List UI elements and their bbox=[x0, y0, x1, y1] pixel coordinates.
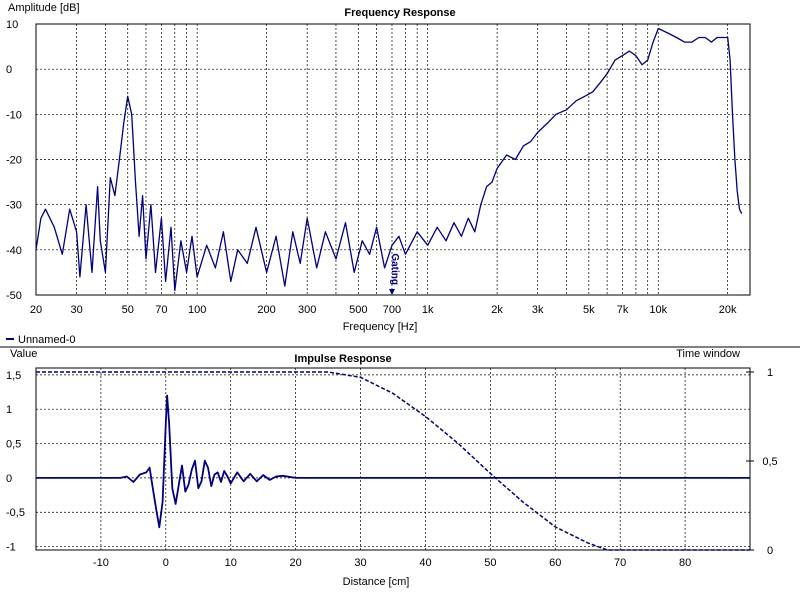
ir-ylabel: Value bbox=[10, 348, 37, 360]
ir-title: Impulse Response bbox=[294, 353, 391, 365]
ir-xtick-label: 0 bbox=[163, 557, 169, 569]
fr-ytick-label: -10 bbox=[6, 109, 22, 121]
fr-title: Frequency Response bbox=[344, 7, 455, 19]
ir-xtick-label: 60 bbox=[549, 557, 561, 569]
time-window-line bbox=[36, 371, 750, 551]
ir-xtick-label: 70 bbox=[614, 557, 626, 569]
gating-marker bbox=[388, 289, 395, 295]
impulse-series-line bbox=[36, 394, 750, 529]
fr-xtick-label: 2k bbox=[491, 304, 503, 316]
fr-xtick-label: 30 bbox=[70, 304, 82, 316]
fr-xtick-label: 200 bbox=[257, 304, 275, 316]
ir-xtick-label: 30 bbox=[354, 557, 366, 569]
fr-xtick-label: 20k bbox=[719, 304, 737, 316]
fr-xtick-label: 300 bbox=[298, 304, 316, 316]
fr-xtick-label: 10k bbox=[649, 304, 667, 316]
ir-y2tick-label: 0 bbox=[767, 545, 773, 557]
fr-series-line bbox=[35, 27, 743, 292]
fr-xtick-label: 100 bbox=[188, 304, 206, 316]
ir-y2label: Time window bbox=[676, 348, 740, 360]
fr-ytick-label: -20 bbox=[6, 155, 22, 167]
fr-ytick-label: 0 bbox=[6, 64, 12, 76]
ir-ytick-label: 0 bbox=[6, 473, 12, 485]
fr-xtick-label: 5k bbox=[583, 304, 595, 316]
fr-ytick-label: 10 bbox=[6, 19, 18, 31]
fr-xtick-label: 700 bbox=[383, 304, 401, 316]
ir-xtick-label: 80 bbox=[679, 557, 691, 569]
fr-xtick-label: 1k bbox=[422, 304, 434, 316]
ir-xtick-label: -10 bbox=[93, 557, 109, 569]
fr-xlabel: Frequency [Hz] bbox=[343, 321, 418, 333]
ir-xlabel: Distance [cm] bbox=[343, 576, 410, 588]
ir-y2tick-label: 1 bbox=[767, 367, 773, 379]
ir-ytick-label: -0,5 bbox=[6, 507, 25, 519]
ir-xtick-label: 40 bbox=[419, 557, 431, 569]
gating-label: Gating bbox=[389, 253, 400, 285]
fr-xtick-label: 3k bbox=[532, 304, 544, 316]
ir-ytick-label: 1 bbox=[6, 404, 12, 416]
ir-y2tick-label: 0,5 bbox=[762, 456, 777, 468]
impulse-response-chart: Value Impulse Response Time window Dista… bbox=[6, 348, 778, 588]
fr-ytick-label: -30 bbox=[6, 200, 22, 212]
ir-ytick-label: -1 bbox=[6, 542, 16, 554]
legend-label: Unnamed-0 bbox=[18, 334, 75, 346]
fr-ytick-label: -50 bbox=[6, 290, 22, 302]
fr-xtick-label: 20 bbox=[30, 304, 42, 316]
fr-xtick-label: 70 bbox=[155, 304, 167, 316]
fr-ytick-label: -40 bbox=[6, 245, 22, 257]
frequency-response-chart: Amplitude [dB] Frequency Response Freque… bbox=[6, 2, 751, 346]
ir-xtick-label: 50 bbox=[484, 557, 496, 569]
fr-xtick-label: 7k bbox=[617, 304, 629, 316]
fr-xtick-label: 50 bbox=[122, 304, 134, 316]
fr-xtick-label: 500 bbox=[349, 304, 367, 316]
ir-plot-frame bbox=[35, 367, 751, 551]
ir-xtick-label: 10 bbox=[225, 557, 237, 569]
ir-xtick-label: 20 bbox=[290, 557, 302, 569]
ir-ytick-label: 0,5 bbox=[6, 439, 21, 451]
ir-ytick-label: 1,5 bbox=[6, 370, 21, 382]
fr-ylabel: Amplitude [dB] bbox=[8, 2, 80, 14]
